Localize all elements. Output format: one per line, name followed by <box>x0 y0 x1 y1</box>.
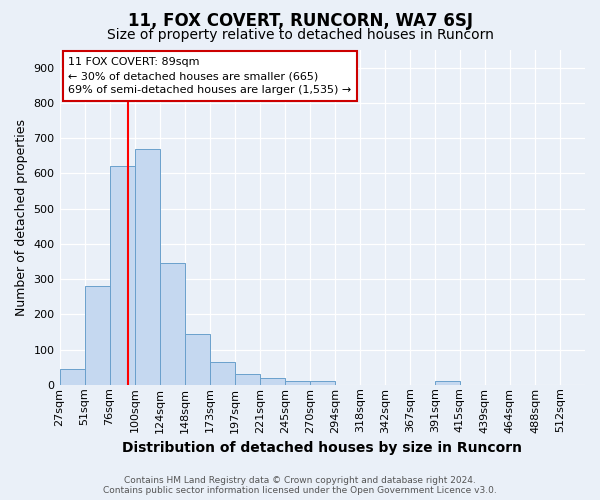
Bar <box>59 369 85 385</box>
Text: Size of property relative to detached houses in Runcorn: Size of property relative to detached ho… <box>107 28 493 42</box>
Bar <box>85 286 110 385</box>
Bar <box>110 166 134 385</box>
Text: 11 FOX COVERT: 89sqm
← 30% of detached houses are smaller (665)
69% of semi-deta: 11 FOX COVERT: 89sqm ← 30% of detached h… <box>68 57 352 95</box>
Bar <box>260 378 285 385</box>
X-axis label: Distribution of detached houses by size in Runcorn: Distribution of detached houses by size … <box>122 441 522 455</box>
Bar <box>435 381 460 385</box>
Bar <box>310 381 335 385</box>
Bar <box>134 148 160 385</box>
Text: Contains HM Land Registry data © Crown copyright and database right 2024.
Contai: Contains HM Land Registry data © Crown c… <box>103 476 497 495</box>
Bar <box>209 362 235 385</box>
Bar <box>285 381 310 385</box>
Text: 11, FOX COVERT, RUNCORN, WA7 6SJ: 11, FOX COVERT, RUNCORN, WA7 6SJ <box>128 12 473 30</box>
Bar <box>185 334 209 385</box>
Bar <box>235 374 260 385</box>
Y-axis label: Number of detached properties: Number of detached properties <box>15 119 28 316</box>
Bar <box>160 263 185 385</box>
